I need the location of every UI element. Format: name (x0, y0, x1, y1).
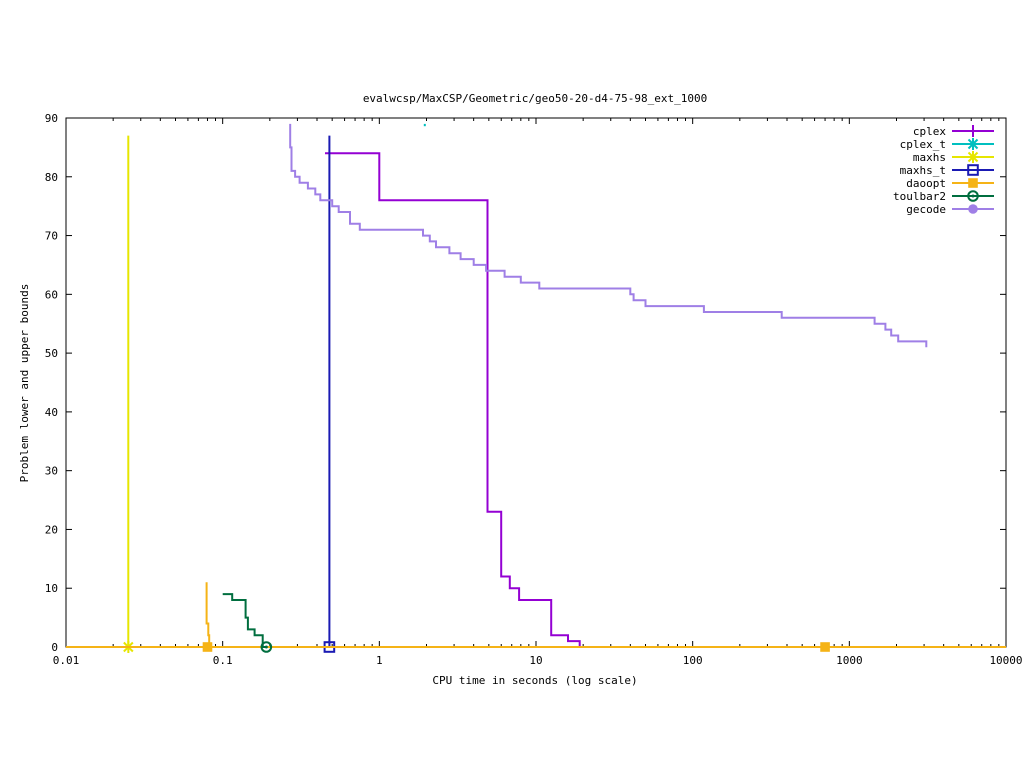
y-tick-label: 50 (45, 347, 58, 360)
y-axis-label: Problem lower and upper bounds (18, 284, 31, 483)
series-maxhs (122, 135, 135, 653)
data-point-daoopt (820, 642, 830, 652)
x-tick-label: 10000 (989, 654, 1022, 667)
legend-label-cplex-t: cplex_t (900, 138, 946, 151)
y-tick-label: 20 (45, 523, 58, 536)
legend-marker-cplex (967, 125, 979, 137)
legend-marker-daoopt (968, 178, 978, 188)
chart-title: evalwcsp/MaxCSP/Geometric/geo50-20-d4-75… (363, 92, 707, 105)
y-tick-label: 90 (45, 112, 58, 125)
legend-label-maxhs-t: maxhs_t (900, 164, 946, 177)
legend-item-toulbar2: toulbar2 (893, 190, 994, 203)
legend-item-maxhs-t: maxhs_t (900, 164, 994, 177)
x-tick-label: 100 (683, 654, 703, 667)
legend-item-daoopt: daoopt (906, 177, 994, 190)
plot-area (65, 117, 1007, 648)
x-tick-label: 1 (376, 654, 383, 667)
x-tick-label: 1000 (836, 654, 863, 667)
legend-marker-maxhs (967, 151, 979, 163)
series-line-daoopt-segment (205, 582, 211, 647)
y-tick-label: 0 (51, 641, 58, 654)
y-tick-label: 10 (45, 582, 58, 595)
x-tick-label: 0.01 (53, 654, 80, 667)
legend-marker-gecode (968, 204, 978, 214)
series-layer (66, 123, 1006, 653)
series-cplex (325, 152, 581, 647)
x-tick-label: 10 (529, 654, 542, 667)
legend-marker-toulbar2-center (971, 194, 975, 198)
x-tick-label: 0.1 (213, 654, 233, 667)
legend: cplexcplex_tmaxhsmaxhs_tdaoopttoulbar2ge… (893, 125, 994, 216)
legend-item-cplex-t: cplex_t (900, 138, 994, 151)
legend-label-daoopt: daoopt (906, 177, 946, 190)
legend-item-maxhs: maxhs (913, 151, 994, 164)
series-maxhs-t (323, 135, 336, 653)
y-tick-label: 80 (45, 171, 58, 184)
data-point-toulbar2-center (264, 645, 268, 649)
y-tick-label: 40 (45, 406, 58, 419)
legend-item-cplex: cplex (913, 125, 994, 138)
y-tick-label: 60 (45, 288, 58, 301)
y-tick-label: 30 (45, 465, 58, 478)
series-line-gecode (289, 123, 928, 348)
legend-marker-toulbar2 (967, 190, 979, 202)
series-daoopt (66, 582, 1006, 652)
legend-label-toulbar2: toulbar2 (893, 190, 946, 203)
legend-label-maxhs: maxhs (913, 151, 946, 164)
y-tick-label: 70 (45, 230, 58, 243)
axis-ticks: 0.01 0.1 1 10 100 1000 10000 0 10 20 30 40 50 60 70 80 9… (45, 112, 1023, 667)
series-line-toulbar2 (222, 593, 267, 648)
x-axis-label: CPU time in seconds (log scale) (432, 674, 637, 687)
series-gecode (289, 123, 928, 348)
legend-label-gecode: gecode (906, 203, 946, 216)
legend-label-cplex: cplex (913, 125, 946, 138)
legend-item-gecode: gecode (906, 203, 994, 216)
series-toulbar2 (222, 593, 273, 653)
data-point-daoopt (202, 642, 213, 652)
series-line-cplex (325, 152, 581, 647)
legend-marker-cplex-t (967, 138, 979, 150)
legend-marker-maxhs-t (967, 164, 979, 176)
data-point-toulbar2 (260, 641, 273, 653)
